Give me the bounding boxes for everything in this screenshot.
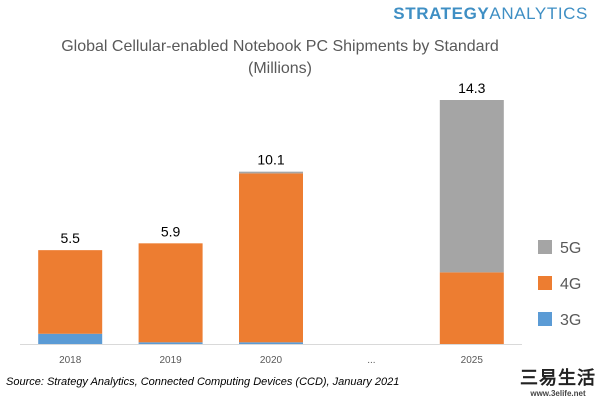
legend-swatch-5G: [538, 240, 552, 254]
x-tick-label-2020: 2020: [260, 355, 283, 366]
legend-label-5G: 5G: [560, 240, 581, 257]
watermark: 三易生活 www.3elife.net: [520, 368, 596, 402]
legend-swatch-4G: [538, 276, 552, 290]
bar-4G-2019: [138, 243, 203, 343]
x-tick-label-2019: 2019: [159, 355, 182, 366]
bar-5G-2025: [439, 100, 504, 273]
data-label-total-2025: 14.3: [458, 80, 485, 96]
chart-subtitle: (Millions): [248, 60, 312, 77]
x-tick-label-2025: 2025: [461, 355, 484, 366]
bar-3G-2018: [38, 333, 103, 344]
source-note: Source: Strategy Analytics, Connected Co…: [6, 376, 400, 388]
watermark-url: www.3elife.net: [530, 389, 586, 398]
bar-3G-2019: [138, 342, 203, 344]
legend-swatch-3G: [538, 312, 552, 326]
legend-label-3G: 3G: [560, 312, 581, 329]
brand-part2: ANALYTICS: [489, 4, 588, 23]
strategy-analytics-logo: STRATEGYANALYTICS: [393, 4, 588, 24]
bar-4G-2018: [38, 250, 103, 334]
watermark-text: 三易生活: [520, 368, 596, 388]
x-tick-label-...: ...: [367, 355, 375, 366]
data-label-total-2020: 10.1: [257, 152, 284, 168]
legend-label-4G: 4G: [560, 276, 581, 293]
bar-3G-2020: [239, 342, 303, 344]
x-tick-label-2018: 2018: [59, 355, 82, 366]
bar-4G-2020: [239, 173, 303, 343]
data-label-total-2019: 5.9: [161, 223, 181, 239]
brand-part1: STRATEGY: [393, 4, 490, 23]
bar-4G-2025: [439, 272, 504, 344]
chart-title: Global Cellular-enabled Notebook PC Ship…: [61, 38, 499, 55]
data-label-total-2018: 5.5: [60, 230, 80, 246]
bar-5G-2020: [239, 171, 303, 174]
